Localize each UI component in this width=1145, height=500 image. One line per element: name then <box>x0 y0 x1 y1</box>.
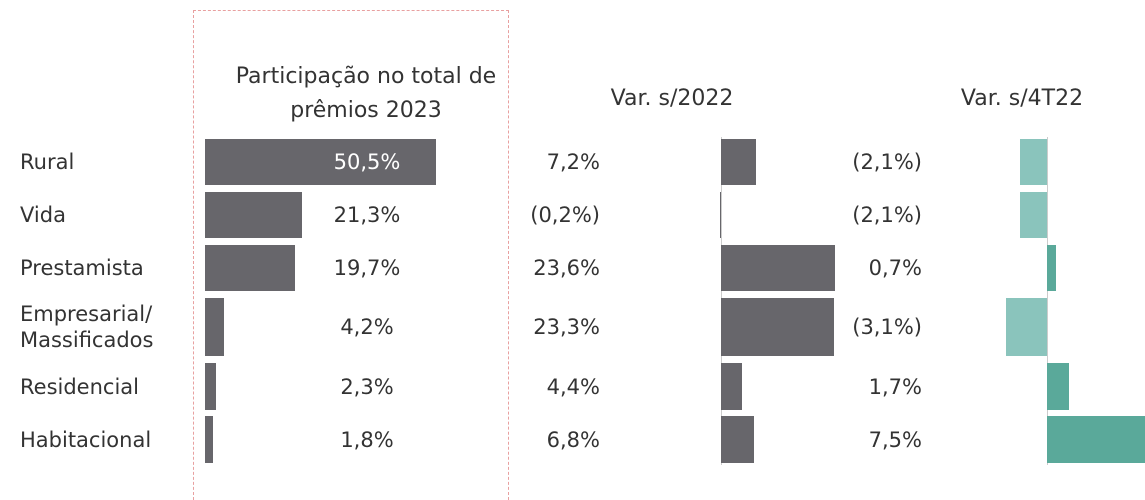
value-label: 19,7% <box>333 256 401 280</box>
value-label: 2,3% <box>340 374 394 399</box>
bar <box>205 363 216 410</box>
value-label: 21,3% <box>333 203 401 227</box>
column-title: Var. s/2022 <box>610 86 734 111</box>
value-label: 7,2% <box>546 150 600 174</box>
bar <box>1019 192 1047 238</box>
value-label: (2,1%) <box>852 150 922 174</box>
bar <box>1047 245 1057 291</box>
bar <box>205 416 214 463</box>
bar <box>1019 139 1047 185</box>
row-label: Residencial <box>20 374 139 399</box>
value-label: 7,5% <box>868 427 922 452</box>
row-label: Habitacional <box>20 427 152 452</box>
value-label: 1,7% <box>868 374 922 399</box>
highlight-frame <box>193 10 509 500</box>
value-label: 0,7% <box>868 256 922 280</box>
value-label: 23,3% <box>533 315 600 339</box>
row-label: Vida <box>20 203 66 227</box>
value-label: 50,5% <box>333 150 401 174</box>
column-title: Var. s/4T22 <box>960 86 1084 111</box>
row-label: Empresarial/ Massificados <box>20 302 154 352</box>
value-label: (3,1%) <box>852 315 922 339</box>
axis-line <box>1047 137 1048 465</box>
bar <box>721 416 754 463</box>
bar <box>1047 416 1145 463</box>
value-label: 4,2% <box>340 315 394 339</box>
row-label: Rural <box>20 150 75 174</box>
bar <box>721 298 834 356</box>
value-label: 4,4% <box>546 374 600 399</box>
row-label: Prestamista <box>20 256 144 280</box>
value-label: (2,1%) <box>852 203 922 227</box>
bar <box>205 298 225 356</box>
bar <box>1047 363 1070 410</box>
bar <box>721 363 743 410</box>
bar <box>1006 298 1047 356</box>
bar <box>721 245 835 291</box>
bar <box>721 139 756 185</box>
bar <box>720 192 722 238</box>
value-label: (0,2%) <box>530 203 600 227</box>
bar <box>205 139 436 185</box>
column-title: Participação no total de prêmios 2023 <box>235 64 497 123</box>
bar <box>205 192 303 238</box>
value-label: 1,8% <box>340 427 394 452</box>
bar <box>205 245 296 291</box>
value-label: 23,6% <box>533 256 600 280</box>
value-label: 6,8% <box>546 427 600 452</box>
